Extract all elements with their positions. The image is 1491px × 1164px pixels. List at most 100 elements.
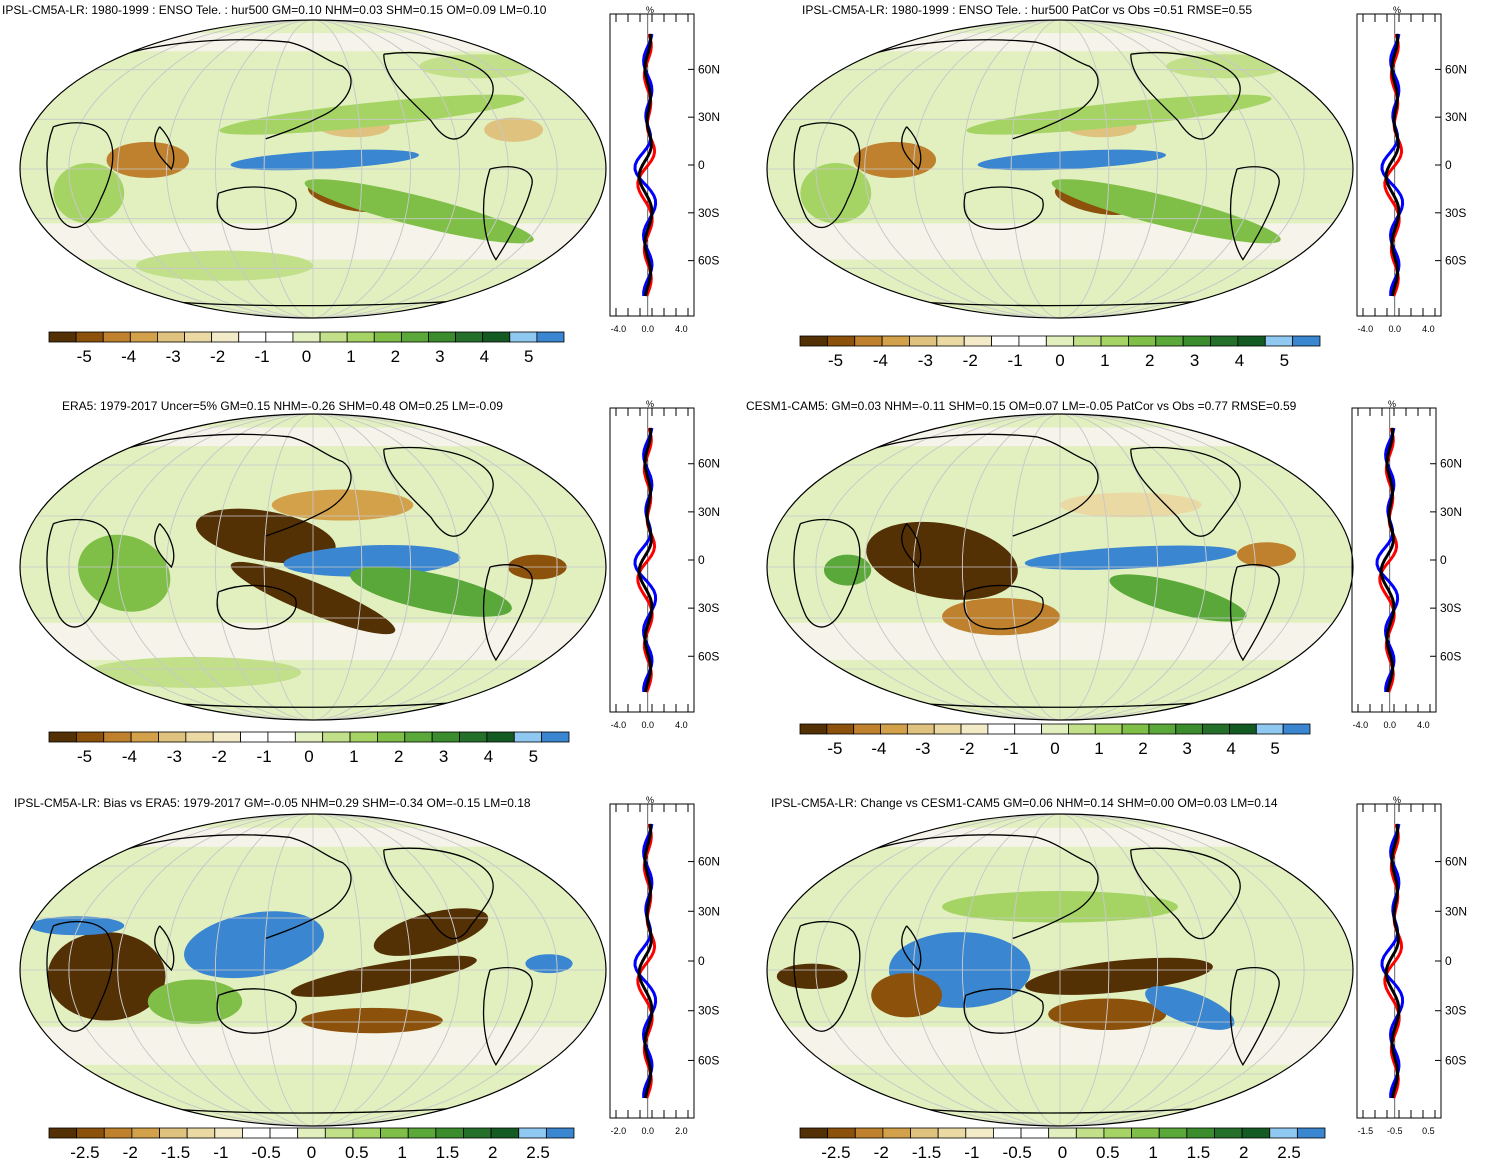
- colorbar-label: 0: [1058, 1143, 1067, 1162]
- colorbar-swatch: [1041, 723, 1069, 735]
- anomaly-region: [219, 94, 525, 135]
- latitude-label: 30S: [698, 1004, 719, 1018]
- graticule-longitude: [1010, 20, 1110, 318]
- latitude-label: 60N: [698, 62, 720, 76]
- graticule-longitude: [913, 414, 1207, 720]
- colorbar-swatch: [799, 723, 828, 735]
- colorbar-swatch: [936, 335, 965, 347]
- colorbar-label: -3: [166, 347, 181, 366]
- graticule-longitude: [117, 814, 509, 1126]
- latitude-label: 30N: [1445, 904, 1467, 918]
- latitude-label: 30N: [698, 904, 720, 918]
- colorbar-swatch: [157, 331, 185, 343]
- anomaly-region: [966, 94, 1272, 135]
- zonal-line-blue: [1375, 427, 1400, 692]
- panel-title-1: IPSL-CM5A-LR: 1980-1999 : ENSO Tele. : h…: [2, 3, 547, 17]
- colorbar-label: 2.5: [526, 1143, 550, 1162]
- coastline: [1229, 166, 1280, 261]
- colorbar-swatch: [1100, 335, 1129, 347]
- coastline: [963, 186, 1044, 231]
- colorbar-label: -2.5: [70, 1143, 99, 1162]
- coastline: [383, 51, 494, 140]
- coastline: [963, 584, 1044, 630]
- coastline: [383, 847, 494, 940]
- map-panel-4: [766, 413, 1354, 721]
- colorbar-swatch: [380, 1127, 409, 1139]
- colorbar-swatch: [407, 1127, 437, 1139]
- zonal-line-black: [637, 427, 654, 693]
- colorbar-swatch: [991, 335, 1020, 347]
- latitude-label: 60S: [1445, 1053, 1466, 1067]
- zonal-x-tick-label: -4.0: [1358, 324, 1374, 334]
- map-panel-1: [19, 19, 607, 319]
- colorbar-label: 2: [1138, 739, 1147, 758]
- latitude-label: 60N: [1445, 855, 1467, 869]
- colorbar-swatch: [214, 1127, 243, 1139]
- colorbar-swatch: [1241, 1127, 1271, 1139]
- map-border: [766, 19, 1354, 319]
- zonal-mean-plot-3: % 60N 30N 0 30S 60S -4.0 0.0 4.0: [609, 399, 720, 730]
- colorbar-label: -1.5: [912, 1143, 941, 1162]
- colorbar-label: 3: [439, 747, 448, 766]
- colorbar-swatch: [1014, 723, 1042, 735]
- colorbar-label: -5: [827, 739, 842, 758]
- zonal-line-black: [637, 823, 654, 1099]
- coastline: [1229, 564, 1280, 662]
- colorbar-label: -3: [918, 351, 933, 370]
- zonal-line-black: [637, 33, 654, 297]
- colorbar-swatch: [1094, 723, 1123, 735]
- anomaly-region: [106, 141, 190, 179]
- colorbar-label: 0: [304, 747, 313, 766]
- colorbar-label: -2: [959, 739, 974, 758]
- anomaly-region: [871, 973, 942, 1018]
- colorbar-label: 3: [1190, 351, 1199, 370]
- colorbar-swatch: [1075, 1127, 1105, 1139]
- coastline: [482, 166, 533, 261]
- colorbar-label: 4: [484, 747, 493, 766]
- anomaly-region: [800, 162, 872, 224]
- colorbar-label: 3: [435, 347, 444, 366]
- colorbar-swatch: [238, 331, 267, 343]
- latitude-label: 60S: [1445, 254, 1466, 268]
- graticule-longitude: [214, 814, 412, 1126]
- colorbar-label: 5: [524, 347, 533, 366]
- anomaly-region: [525, 954, 573, 974]
- graticule-longitude: [815, 814, 1305, 1126]
- panel-title-3: ERA5: 1979-2017 Uncer=5% GM=0.15 NHM=-0.…: [62, 399, 503, 413]
- colorbar-label: 4: [1235, 351, 1244, 370]
- zonal-x-tick-label: 2.0: [675, 1126, 688, 1136]
- zonal-x-tick-label: -4.0: [611, 720, 627, 730]
- graticule-longitude: [864, 20, 1256, 318]
- colorbar-swatch: [518, 1127, 547, 1139]
- colorbar-swatch: [993, 1127, 1022, 1139]
- colorbar-swatch: [1269, 1127, 1298, 1139]
- graticule-longitude: [1010, 414, 1110, 720]
- anomaly-region: [1145, 985, 1235, 1030]
- graticule-longitude: [263, 20, 363, 318]
- colorbar-swatch: [1073, 335, 1102, 347]
- colorbar-swatch: [881, 335, 910, 347]
- coastline: [154, 925, 175, 972]
- colorbar-label: -3: [167, 747, 182, 766]
- anomaly-region: [290, 955, 477, 997]
- colorbar-swatch: [76, 1127, 105, 1139]
- colorbar-swatch: [211, 331, 240, 343]
- zonal-x-tick-label: -1.5: [1358, 1126, 1374, 1136]
- colorbar-swatch: [1202, 723, 1230, 735]
- coastline: [124, 39, 352, 140]
- panel-title-5: IPSL-CM5A-LR: Bias vs ERA5: 1979-2017 GM…: [14, 796, 531, 810]
- colorbar-swatch: [1255, 723, 1284, 735]
- anomaly-region: [484, 117, 544, 142]
- colorbar-swatch: [431, 731, 460, 743]
- colorbar-swatch: [1068, 723, 1096, 735]
- colorbar-swatch: [1282, 723, 1311, 735]
- graticule-longitude: [263, 414, 363, 720]
- colorbar-swatch: [131, 1127, 160, 1139]
- colorbar-label: 2: [1239, 1143, 1248, 1162]
- colorbar-label: -0.5: [252, 1143, 281, 1162]
- colorbar-label: -2.5: [821, 1143, 850, 1162]
- latitude-label: 30N: [1445, 110, 1467, 124]
- coastline: [871, 834, 1099, 940]
- colorbar-swatch: [854, 1127, 884, 1139]
- colorbar-swatch: [349, 731, 378, 743]
